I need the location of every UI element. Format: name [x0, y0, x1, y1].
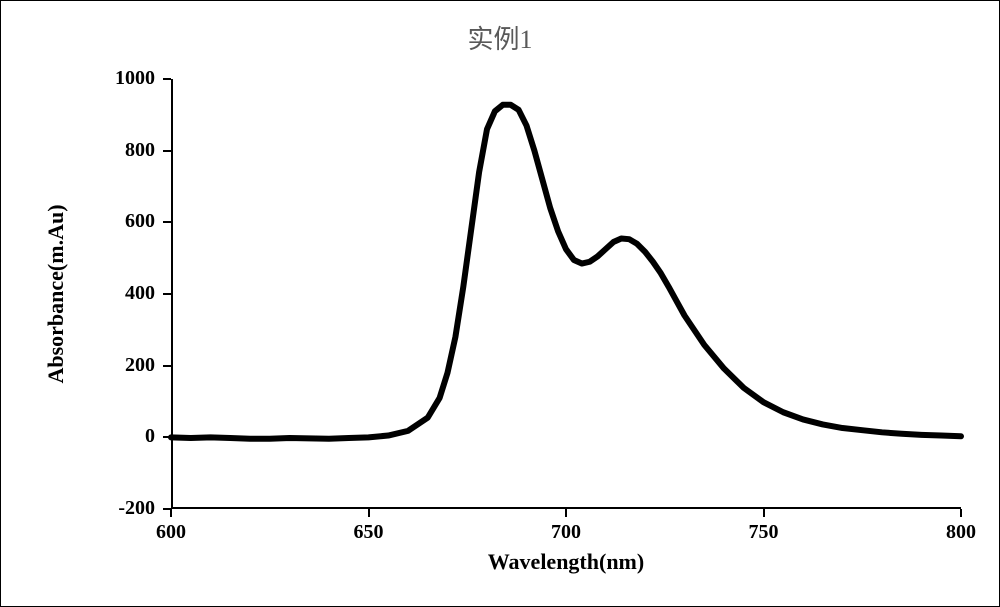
chart-title: 实例1	[1, 19, 999, 56]
x-tick-mark	[565, 509, 567, 517]
x-tick-label-1: 650	[329, 521, 409, 544]
y-axis-title: Absorbance(m.Au)	[43, 169, 69, 419]
x-tick-label-2: 700	[526, 521, 606, 544]
x-tick-label-0: 600	[131, 521, 211, 544]
x-tick-label-3: 750	[724, 521, 804, 544]
x-tick-mark	[960, 509, 962, 517]
y-tick-label-5: 800	[71, 139, 155, 162]
x-tick-mark	[368, 509, 370, 517]
figure-container: 实例1 -200 0 200 400 600 800 1000 600 650 …	[0, 0, 1000, 607]
y-tick-label-1: 0	[71, 425, 155, 448]
y-tick-label-0: -200	[71, 497, 155, 520]
plot-area	[171, 79, 961, 509]
x-axis-title: Wavelength(nm)	[171, 549, 961, 575]
x-tick-mark	[763, 509, 765, 517]
x-tick-mark	[170, 509, 172, 517]
y-tick-mark	[163, 221, 171, 223]
y-tick-mark	[163, 436, 171, 438]
x-tick-label-4: 800	[921, 521, 1000, 544]
y-tick-label-2: 200	[71, 354, 155, 377]
y-tick-mark	[163, 365, 171, 367]
y-tick-label-6: 1000	[71, 67, 155, 90]
y-tick-mark	[163, 78, 171, 80]
y-tick-mark	[163, 293, 171, 295]
absorbance-curve	[171, 79, 961, 509]
y-tick-label-3: 400	[71, 282, 155, 305]
y-tick-mark	[163, 150, 171, 152]
y-tick-label-4: 600	[71, 210, 155, 233]
